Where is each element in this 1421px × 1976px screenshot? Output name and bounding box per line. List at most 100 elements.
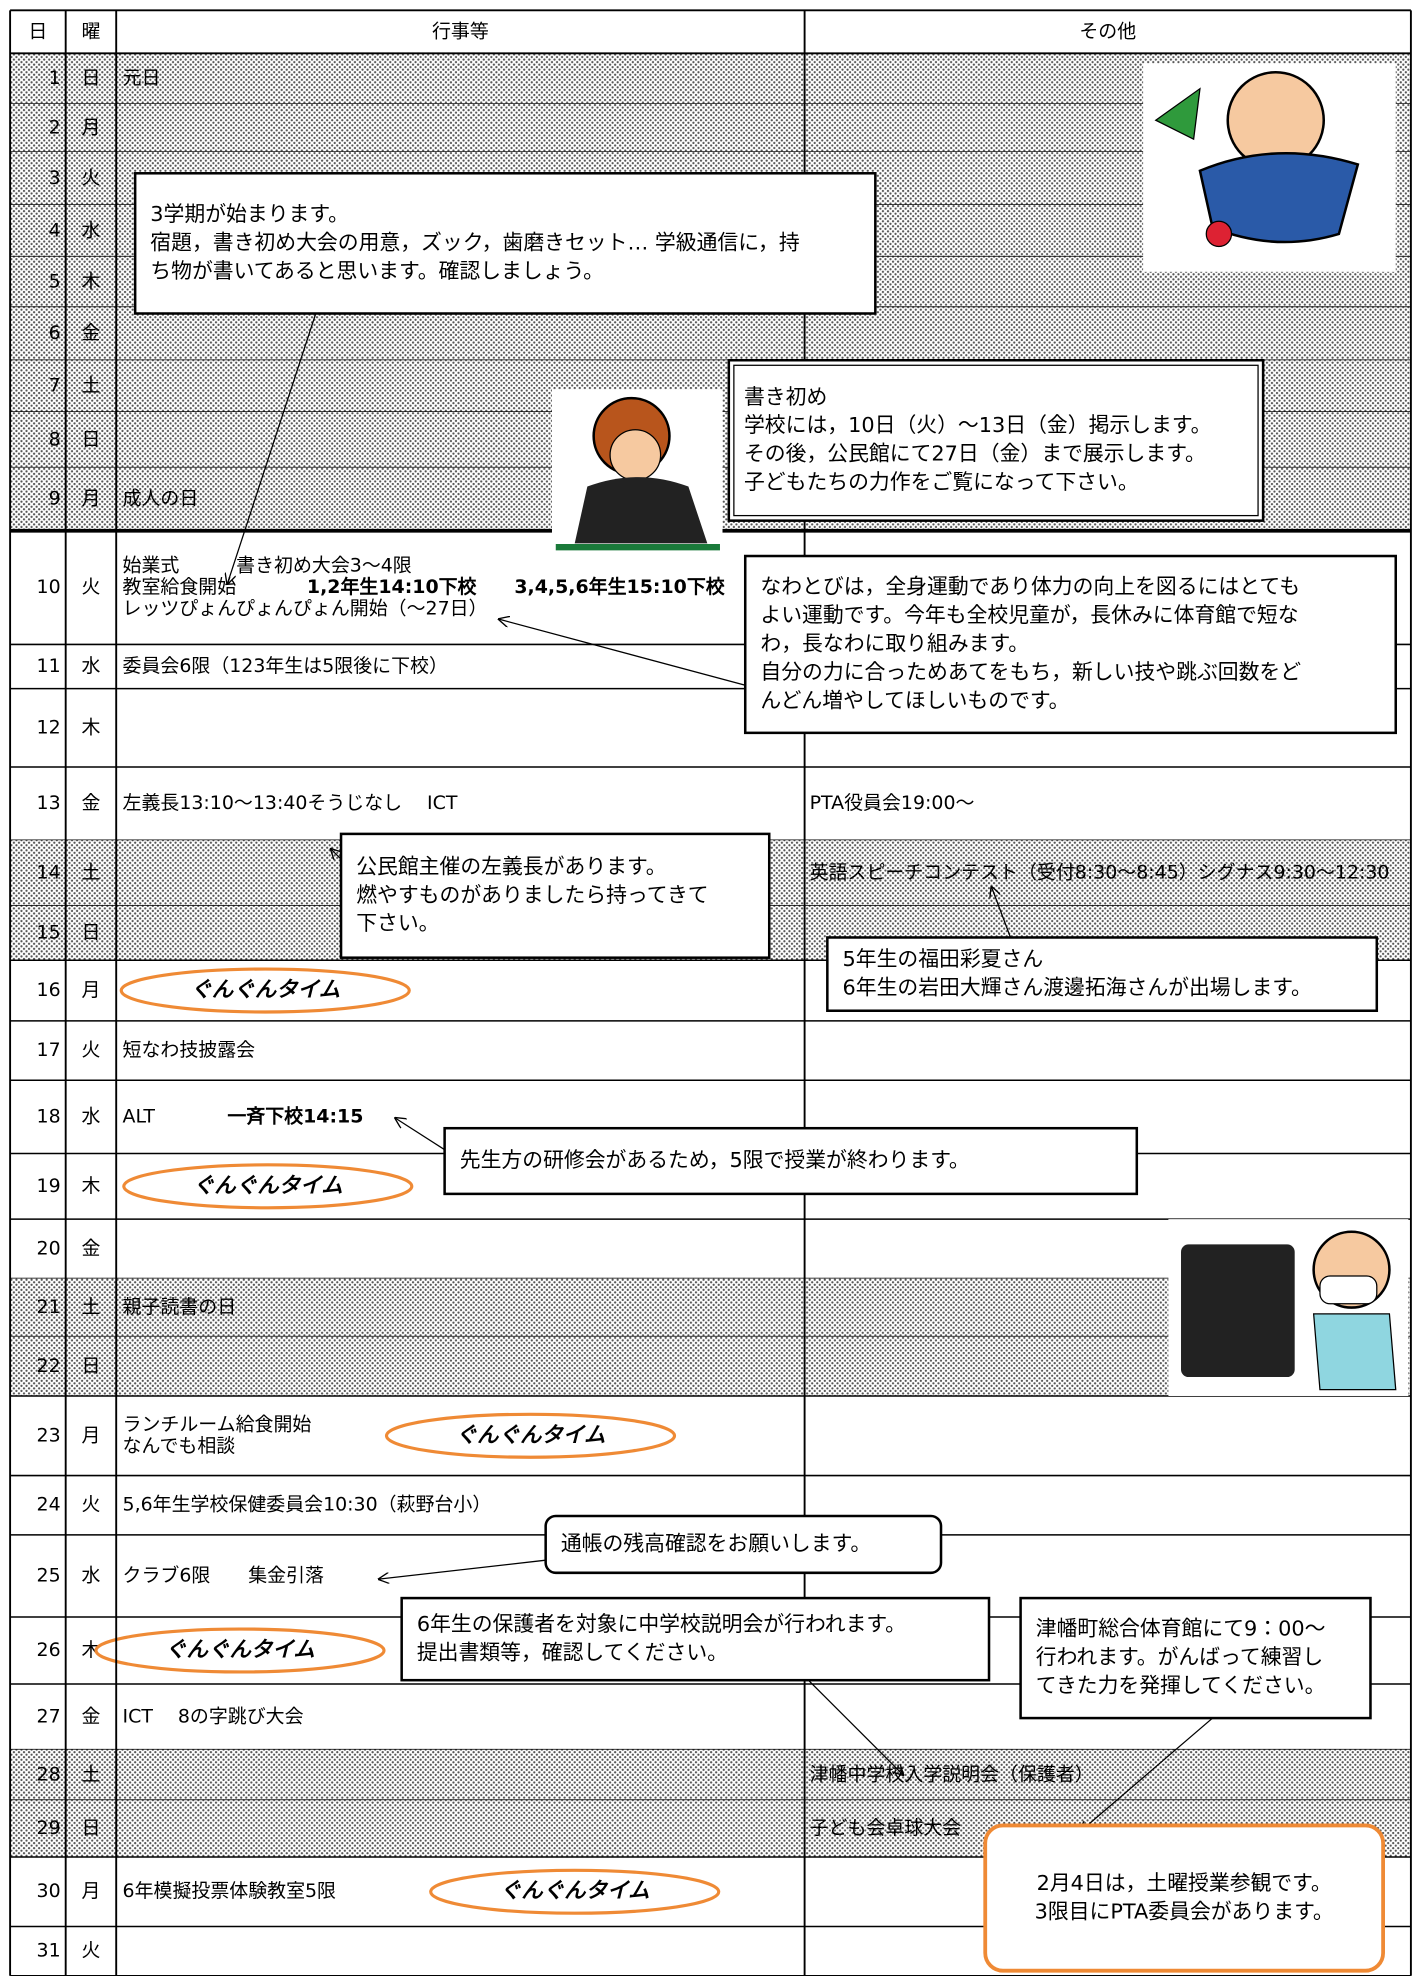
callout-box (339, 832, 771, 959)
day-number: 22 (37, 1355, 61, 1377)
event-text: 短なわ技披露会 (123, 1039, 256, 1061)
header-cell: 日 (28, 20, 47, 42)
callout-text: 6年生の保護者を対象に中学校説明会が行われます。 (417, 1612, 906, 1636)
weekday: 土 (81, 862, 100, 884)
event-text: 成人の日 (123, 488, 199, 510)
weekday: 火 (81, 1494, 100, 1516)
header-cell: 曜 (81, 20, 100, 42)
callout-text: よい運動です。今年も全校児童が，長休みに体育館で短な (760, 603, 1298, 627)
day-number: 24 (37, 1494, 61, 1516)
weekday: 木 (81, 1639, 100, 1661)
badge-text: ぐんぐんタイム (456, 1423, 606, 1448)
callout-text: 通帳の残高確認をお願いします。 (561, 1531, 871, 1555)
illustration-calligraphy (551, 389, 723, 551)
callout-text: 宿題，書き初め大会の用意，ズック，歯磨きセット… 学級通信に，持 (150, 230, 799, 254)
callout-text: 先生方の研修会があるため，5限で授業が終わります。 (460, 1148, 970, 1172)
illustrations (551, 63, 1409, 1396)
other-text: 英語スピーチコンテスト（受付8:30～8:45）シグナス9:30～12:30 (810, 862, 1390, 884)
callout-inner-border (733, 364, 1259, 517)
weekday: 土 (81, 1763, 100, 1785)
illustration-top (1154, 87, 1201, 141)
day-number: 16 (37, 979, 61, 1001)
day-number: 26 (37, 1639, 61, 1661)
day-number: 27 (37, 1705, 61, 1727)
event-text: クラブ6限 集金引落 (123, 1563, 324, 1586)
weekday: 日 (81, 1355, 100, 1377)
weekday: 火 (81, 1940, 100, 1962)
callout-box (1019, 1596, 1372, 1720)
event-text: 始業式 書き初め大会3～4限 (123, 555, 412, 577)
day-number: 9 (49, 488, 61, 510)
shaded-row (10, 1749, 1411, 1801)
weekday: 日 (81, 922, 100, 944)
weekday: 木 (81, 270, 100, 292)
weekday: 月 (81, 1424, 100, 1446)
callout-arrow (992, 887, 1012, 938)
callout-text: その後，公民館にて27日（金）まで展示します。 (744, 442, 1206, 466)
weekday: 水 (81, 1105, 100, 1127)
callout-arrow (227, 313, 317, 583)
weekday: 土 (81, 1296, 100, 1318)
weekday: 月 (81, 488, 100, 510)
callout-text: 学校には，10日（火）～13日（金）掲示します。 (744, 413, 1211, 437)
illustration-body (1312, 1313, 1397, 1391)
event-text: 委員会6限（123年生は5限後に下校） (123, 655, 448, 677)
event-text: ICT 8の字跳び大会 (123, 1705, 304, 1727)
day-number: 11 (37, 655, 61, 677)
callout-text: 提出書類等，確認してください。 (417, 1640, 728, 1664)
weekday: 水 (81, 655, 100, 677)
weekday: 金 (81, 322, 100, 344)
callout-box (544, 1514, 943, 1575)
callout: なわとびは，全身運動であり体力の向上を図るにはとてもよい運動です。今年も全校児童… (499, 554, 1398, 735)
callout-text: 下さい。 (356, 911, 439, 935)
badge-text: ぐんぐんタイム (165, 1638, 315, 1663)
weekday: 月 (81, 116, 100, 138)
event-bold: 一斉下校14:15 (227, 1104, 363, 1127)
illustration-mask (1319, 1275, 1378, 1305)
badge-text: ぐんぐんタイム (500, 1879, 650, 1904)
callout: 通帳の残高確認をお願いします。 (379, 1514, 943, 1579)
callout-text: 燃やすものがありましたら持ってきて (356, 883, 708, 907)
weekday: 火 (81, 167, 100, 189)
weekday: 日 (81, 1817, 100, 1839)
callout-text: 子どもたちの力作をご覧になって下さい。 (744, 470, 1139, 494)
day-number: 10 (37, 576, 61, 598)
day-number: 13 (37, 792, 61, 814)
event-text: 元日 (123, 67, 161, 89)
weekday: 金 (81, 792, 100, 814)
shaded-row (10, 307, 1411, 361)
badge-oval (384, 1412, 677, 1459)
weekday: 日 (81, 67, 100, 89)
weekday: 土 (81, 375, 100, 397)
day-number: 29 (37, 1817, 61, 1839)
callout-text: 自分の力に合っためあてをもち，新しい技や跳ぶ回数をど (760, 660, 1301, 684)
illustration-top2 (1205, 220, 1233, 248)
callout-text: てきた力を発揮してください。 (1036, 1674, 1326, 1698)
callout-arrow (379, 1559, 546, 1579)
badge-oval (119, 967, 411, 1014)
weekday: 月 (81, 1880, 100, 1902)
header-cell: 行事等 (432, 20, 489, 42)
callout-text: んどん増やしてほしいものです。 (760, 688, 1069, 712)
day-number: 18 (37, 1105, 61, 1127)
day-number: 4 (49, 219, 61, 241)
badge-oval (94, 1627, 386, 1674)
badge-text: ぐんぐんタイム (190, 978, 340, 1003)
callout: 5年生の福田彩夏さん 6年生の岩田大輝さん渡邊拓海さんが出場します。 (826, 887, 1379, 1012)
day-number: 28 (37, 1763, 61, 1785)
day-number: 3 (49, 167, 61, 189)
day-number: 6 (49, 322, 61, 344)
day-number: 17 (37, 1039, 61, 1061)
callout: 6年生の保護者を対象に中学校説明会が行われます。提出書類等，確認してください。 (400, 1596, 991, 1775)
badge-oval (122, 1163, 414, 1210)
weekday: 金 (81, 1705, 100, 1727)
event-text: 教室給食開始 (123, 576, 237, 598)
callout-text: なわとびは，全身運動であり体力の向上を図るにはとても (760, 575, 1300, 599)
weekday: 木 (81, 1175, 100, 1197)
callout-arrow (1080, 1717, 1213, 1832)
weekday: 火 (81, 1039, 100, 1061)
day-number: 25 (37, 1564, 61, 1586)
callout-text: 3限目にPTA委員会があります。 (1035, 1899, 1334, 1923)
